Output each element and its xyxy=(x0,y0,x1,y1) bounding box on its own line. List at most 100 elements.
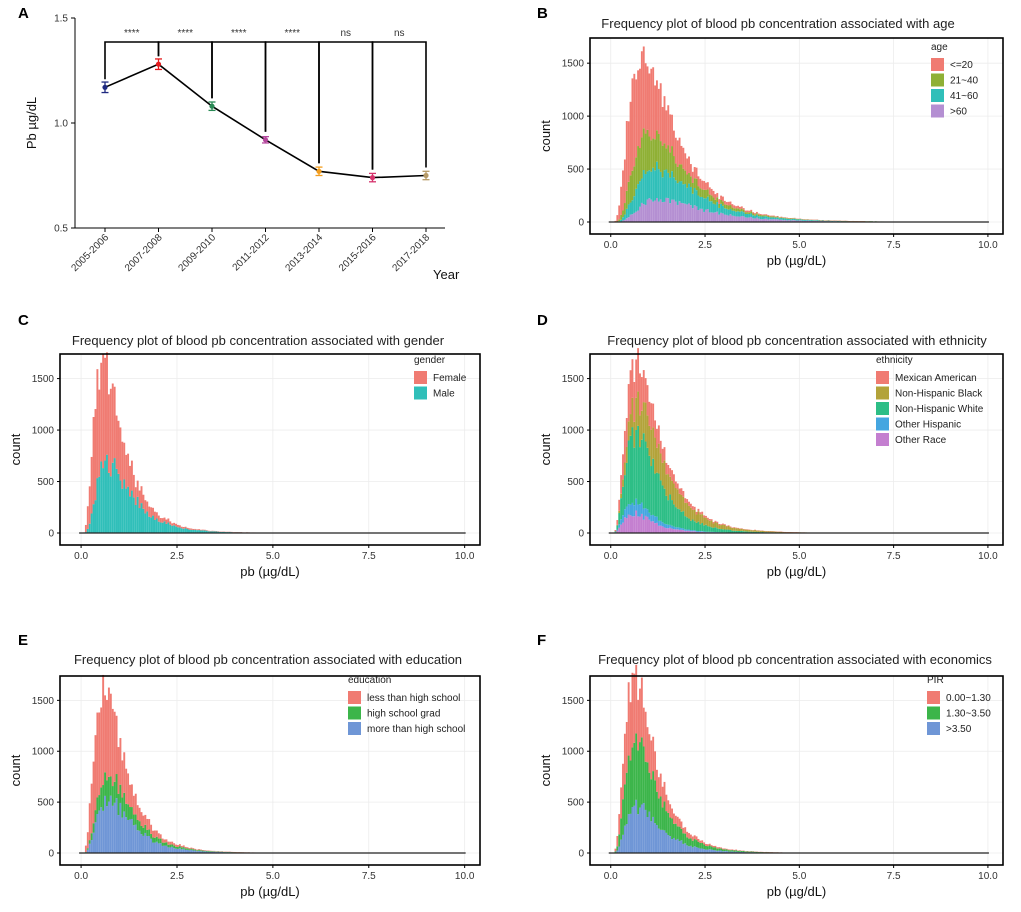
histogram-bar xyxy=(110,694,112,777)
histogram-bar xyxy=(682,844,684,853)
legend-swatch xyxy=(876,402,889,415)
histogram-bar xyxy=(681,829,683,840)
x-tick-label: 2.5 xyxy=(170,551,184,562)
histogram-bar xyxy=(694,507,696,510)
histogram-bars xyxy=(613,46,988,222)
histogram-bar xyxy=(177,845,179,847)
histogram-bar xyxy=(724,848,726,849)
histogram-bar xyxy=(669,525,671,528)
histogram-bar xyxy=(620,519,622,524)
histogram-bar xyxy=(637,516,639,533)
panel-letter: E xyxy=(18,632,28,649)
histogram-bar xyxy=(622,479,624,487)
histogram-bar xyxy=(198,849,200,850)
histogram-bar xyxy=(116,416,118,469)
histogram-bar xyxy=(726,205,728,209)
histogram-bar xyxy=(656,825,658,853)
histogram-bar xyxy=(671,470,673,481)
histogram-bar xyxy=(745,214,747,217)
histogram-bar xyxy=(752,852,754,853)
histogram-bar xyxy=(747,218,749,222)
histogram-bar xyxy=(650,821,652,853)
histogram-bar xyxy=(164,518,166,522)
histogram-bar xyxy=(647,66,649,129)
histogram-bar xyxy=(622,210,624,217)
histogram-bar xyxy=(660,172,662,200)
histogram-bar xyxy=(728,850,730,851)
histogram-bar xyxy=(656,523,658,533)
histogram-bar xyxy=(728,216,730,222)
legend-swatch xyxy=(348,707,361,720)
histogram-bar xyxy=(796,219,798,220)
histogram-bar xyxy=(618,528,620,533)
histogram-bar xyxy=(121,818,123,853)
histogram-bar xyxy=(775,217,777,218)
histogram-bar xyxy=(673,484,675,505)
histogram-bar xyxy=(656,770,658,792)
histogram-bar xyxy=(643,708,645,747)
histogram-bar xyxy=(633,743,635,806)
histogram-bar xyxy=(762,215,764,216)
histogram-bar xyxy=(637,211,639,222)
histogram-bar xyxy=(745,852,747,853)
histogram-bar xyxy=(699,841,701,843)
histogram-bar xyxy=(686,503,688,517)
histogram-bar xyxy=(630,370,632,414)
histogram-bar xyxy=(703,515,705,517)
histogram-bar xyxy=(713,197,715,203)
histogram-bar xyxy=(650,740,652,779)
histogram-bar xyxy=(102,785,104,811)
histogram-bar xyxy=(648,170,650,198)
histogram-bar xyxy=(726,215,728,222)
histogram-bar xyxy=(675,527,677,529)
histogram-bar xyxy=(664,96,666,143)
significance-label: **** xyxy=(177,28,193,39)
histogram-bar xyxy=(762,215,764,216)
histogram-bar xyxy=(618,500,620,511)
histogram-bar xyxy=(692,841,694,848)
histogram-bar xyxy=(114,458,116,533)
histogram-bar xyxy=(198,850,200,851)
histogram-bar xyxy=(631,78,633,170)
histogram-bar xyxy=(637,700,639,750)
histogram-bar xyxy=(652,515,654,521)
histogram-bar xyxy=(696,168,698,179)
histogram-bar xyxy=(106,455,108,533)
histogram-bar xyxy=(797,219,799,220)
histogram-bar xyxy=(129,785,131,807)
histogram-bar xyxy=(150,825,152,834)
histogram-bar xyxy=(677,183,679,205)
histogram-bar xyxy=(707,846,709,849)
histogram-bar xyxy=(671,481,673,500)
histogram-bar xyxy=(626,209,628,218)
histogram-bar xyxy=(681,528,683,530)
histogram-bar xyxy=(158,516,160,522)
histogram-bar xyxy=(726,527,728,530)
histogram-bar xyxy=(667,525,669,529)
histogram-bar xyxy=(681,821,683,828)
data-point xyxy=(423,173,428,178)
histogram-bar xyxy=(660,441,662,454)
histogram-bar xyxy=(662,146,664,178)
data-point xyxy=(263,137,268,142)
histogram-bar xyxy=(148,830,150,836)
histogram-bar xyxy=(650,403,652,429)
histogram-bar xyxy=(156,831,158,837)
histogram-bar xyxy=(152,837,154,842)
histogram-bar xyxy=(692,172,694,183)
histogram-bar xyxy=(639,517,641,533)
x-tick-label: 5.0 xyxy=(266,551,280,562)
histogram-bar xyxy=(684,529,686,531)
histogram-bar xyxy=(728,849,730,850)
histogram-bar xyxy=(181,528,183,533)
histogram-bar xyxy=(162,523,164,533)
histogram-bar xyxy=(637,814,639,853)
histogram-bar xyxy=(119,427,121,480)
histogram-bar xyxy=(664,782,666,802)
x-tick-label: 2015-2016 xyxy=(337,232,379,274)
histogram-bar xyxy=(631,427,633,503)
histogram-bar xyxy=(662,463,664,486)
histogram-bar xyxy=(688,833,690,838)
histogram-bar xyxy=(828,221,830,222)
histogram-bar xyxy=(694,530,696,531)
